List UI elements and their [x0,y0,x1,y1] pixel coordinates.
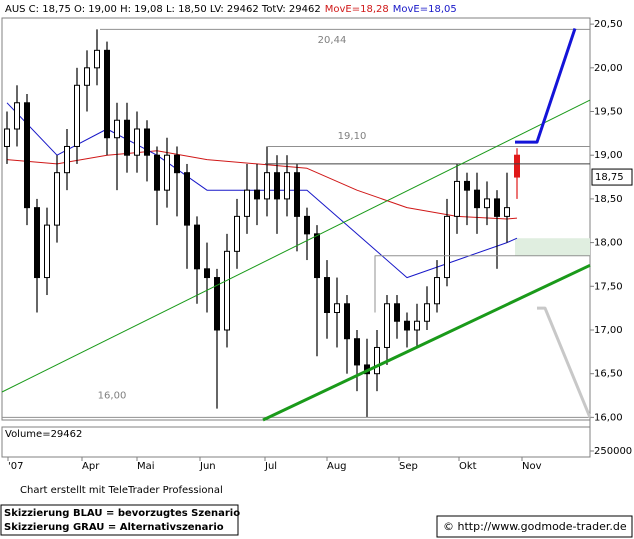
overlay-line [1,99,591,393]
candle-body [104,49,110,139]
candle-body [114,119,120,139]
last-price-box [591,168,633,186]
y-tick-label: 17,50 [594,281,623,292]
candle-body [24,102,30,209]
candle-body [54,172,60,226]
candle-body [434,277,440,305]
legend-line: Skizzierung BLAU = bevorzugtes Szenario [4,508,240,519]
candle-body [464,180,470,191]
x-tick-label: Apr [82,461,100,472]
x-tick-label: Mai [137,461,155,472]
candle-body [514,154,520,178]
last-price-label: 18,75 [595,172,624,183]
y-tick-label: 18,00 [594,238,623,249]
y-tick-label: 17,00 [594,325,623,336]
candle-body [344,303,350,340]
candle-body [354,338,360,366]
y-tick-label: 20,00 [594,63,623,74]
candle-body [34,207,40,279]
overlay-line [515,28,577,144]
candle-body [484,198,490,209]
header-part: AUS C: 18,75 O: 19,00 H: 19,08 L: 18,50 … [5,4,321,15]
candle-body [294,172,300,217]
candle-body [314,233,320,279]
y-tick-label: 16,00 [594,412,623,423]
header-part: MovE=18,28 [325,4,389,15]
candle-body [414,320,420,331]
candle-body [454,180,460,217]
header: AUS C: 18,75 O: 19,00 H: 19,08 L: 18,50 … [5,4,457,15]
volume-tick-label: 250000 [594,446,632,457]
candle-body [44,224,50,279]
candle-body [384,303,390,348]
y-tick-label: 20,50 [594,19,623,30]
source: © http://www.godmode-trader.de [443,520,627,533]
annotation: 16,00 [98,391,127,402]
candle-body [374,346,380,375]
candle-body [304,215,310,235]
candle-body [234,215,240,252]
x-tick-label: Aug [327,461,347,472]
candle-body [4,128,10,147]
candle-body [164,154,170,191]
annotation: 19,10 [338,131,367,142]
candle-body [224,250,230,331]
moving-average [6,150,518,220]
candle-body [74,84,80,147]
legend-box [0,504,239,536]
candle-body [194,224,200,270]
y-tick-label: 19,50 [594,107,623,118]
support-band [515,238,590,256]
candle-body [504,207,510,217]
x-tick-label: Okt [459,461,477,472]
candle-body [184,172,190,226]
x-tick-label: Sep [399,461,418,472]
candle-body [124,119,130,156]
header-part: MovE=18,05 [393,4,457,15]
volume-title: Volume=29462 [5,429,82,440]
candle-body [174,154,180,174]
candle-body [444,215,450,279]
candle-body [64,145,70,174]
candle-body [14,102,20,130]
annotation: 20,44 [318,35,347,46]
candle-body [244,189,250,217]
x-tick-label: '07 [8,461,23,472]
overlay-line [537,306,592,418]
candle-body [154,154,160,191]
candle-body [334,303,340,314]
x-tick-label: Jul [264,461,277,472]
candle-body [494,198,500,217]
y-tick-label: 18,50 [594,194,623,205]
overlay-line [262,263,591,422]
candle-body [474,189,480,209]
y-tick-label: 16,50 [594,369,623,380]
candle-body [264,172,270,200]
overlay-line [374,255,590,313]
source-box [436,515,633,538]
candle-body [324,277,330,314]
y-tick-label: 19,00 [594,150,623,161]
candle-body [404,320,410,331]
candle-body [424,303,430,322]
moving-average [6,102,518,279]
x-tick-label: Jun [199,461,216,472]
legend-line: Skizzierung GRAU = Alternativszenario [4,522,224,533]
candle-body [254,189,260,200]
credit: Chart erstellt mit TeleTrader Profession… [20,485,223,496]
candle-body [94,49,100,69]
candle-body [274,172,280,200]
candle-body [204,268,210,279]
candle-body [84,67,90,86]
candle-body [144,128,150,156]
candle-body [214,277,220,331]
candle-body [394,303,400,322]
candle-body [284,172,290,200]
candle-body [134,128,140,156]
x-tick-label: Nov [522,461,542,472]
